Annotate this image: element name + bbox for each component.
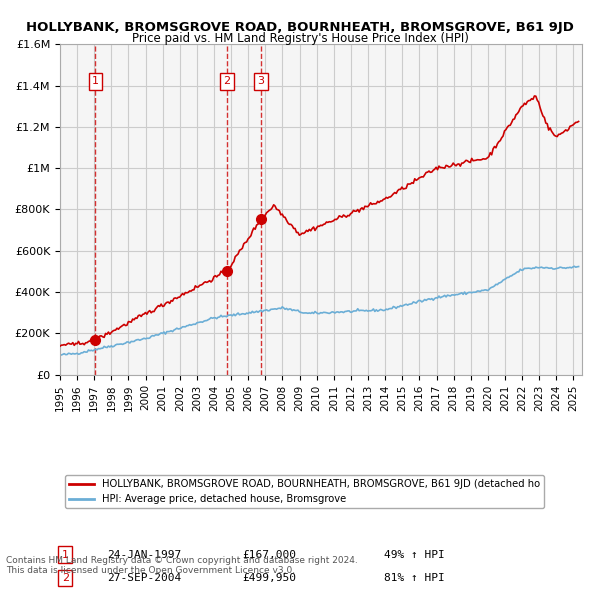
Text: 49% ↑ HPI: 49% ↑ HPI bbox=[383, 550, 445, 560]
Legend: HOLLYBANK, BROMSGROVE ROAD, BOURNHEATH, BROMSGROVE, B61 9JD (detached ho, HPI: A: HOLLYBANK, BROMSGROVE ROAD, BOURNHEATH, … bbox=[65, 476, 544, 509]
Text: 1: 1 bbox=[62, 550, 69, 560]
Text: 1: 1 bbox=[92, 77, 99, 86]
Text: £167,000: £167,000 bbox=[242, 550, 296, 560]
Text: 3: 3 bbox=[257, 77, 265, 86]
Text: HOLLYBANK, BROMSGROVE ROAD, BOURNHEATH, BROMSGROVE, B61 9JD: HOLLYBANK, BROMSGROVE ROAD, BOURNHEATH, … bbox=[26, 21, 574, 34]
Text: £499,950: £499,950 bbox=[242, 573, 296, 583]
Text: 2: 2 bbox=[223, 77, 230, 86]
Text: Price paid vs. HM Land Registry's House Price Index (HPI): Price paid vs. HM Land Registry's House … bbox=[131, 32, 469, 45]
Text: 24-JAN-1997: 24-JAN-1997 bbox=[107, 550, 181, 560]
Text: 81% ↑ HPI: 81% ↑ HPI bbox=[383, 573, 445, 583]
Text: Contains HM Land Registry data © Crown copyright and database right 2024.
This d: Contains HM Land Registry data © Crown c… bbox=[6, 556, 358, 575]
Text: 27-SEP-2004: 27-SEP-2004 bbox=[107, 573, 181, 583]
Text: 2: 2 bbox=[62, 573, 69, 583]
